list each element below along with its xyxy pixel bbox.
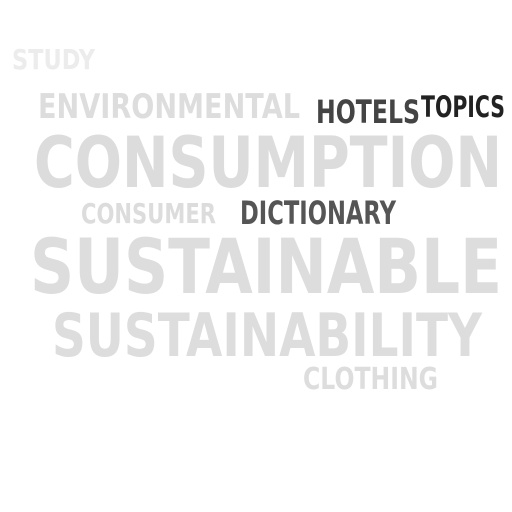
- word-study: STUDY: [12, 43, 95, 76]
- word-dictionary: DICTIONARY: [240, 194, 396, 232]
- word-environmental: ENVIRONMENTAL: [38, 87, 300, 127]
- word-sustainability: SUSTAINABILITY: [52, 301, 482, 371]
- word-hotels: HOTELS: [316, 93, 420, 131]
- word-sustainable: SUSTAINABLE: [30, 222, 502, 311]
- word-topics: TOPICS: [421, 90, 505, 124]
- word-consumer: CONSUMER: [81, 197, 216, 230]
- word-clothing: CLOTHING: [303, 362, 438, 397]
- word-consumption: CONSUMPTION: [34, 122, 502, 204]
